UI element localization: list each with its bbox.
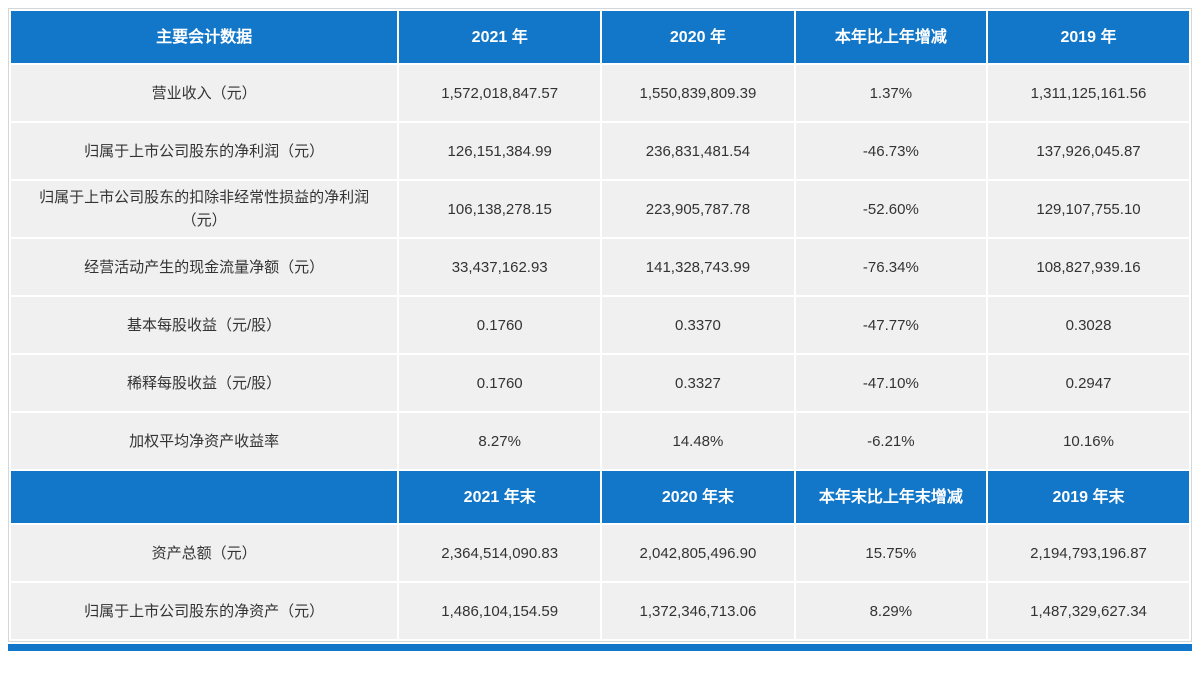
period-column-header: 2021 年 [397, 9, 603, 65]
year-end-data-section: 2021 年末 2020 年末 本年末比上年末增减 2019 年末 资产总额（元） 2,3… [8, 469, 1191, 641]
table-row: 营业收入（元） 1,572,018,847.57 1,550,839,809.39 1… [8, 63, 1191, 123]
value-cell: -76.34% [793, 237, 989, 297]
row-label-cell: 归属于上市公司股东的净利润（元） [8, 121, 400, 181]
value-cell: 15.75% [793, 523, 989, 583]
row-label-cell: 加权平均净资产收益率 [8, 411, 400, 471]
value-cell: 137,926,045.87 [986, 121, 1191, 181]
period-column-header: 2020 年末 [600, 469, 796, 525]
table-row: 基本每股收益（元/股） 0.1760 0.3370 -47.77% 0.3028 [8, 295, 1191, 355]
table-row: 经营活动产生的现金流量净额（元） 33,437,162.93 141,328,743… [8, 237, 1191, 297]
value-cell: 1,572,018,847.57 [397, 63, 603, 123]
value-cell: 1,372,346,713.06 [600, 581, 796, 641]
table-row: 加权平均净资产收益率 8.27% 14.48% -6.21% 10.16% [8, 411, 1191, 471]
table-row: 资产总额（元） 2,364,514,090.83 2,042,805,496.90 1… [8, 523, 1191, 583]
row-label-column-header [8, 469, 400, 525]
value-cell: 10.16% [986, 411, 1191, 471]
value-cell: 0.2947 [986, 353, 1191, 413]
row-label-cell: 经营活动产生的现金流量净额（元） [8, 237, 400, 297]
value-cell: 126,151,384.99 [397, 121, 603, 181]
annual-data-section: 主要会计数据 2021 年 2020 年本年比上年增减 2019 年营业收入（元） 1,… [8, 9, 1191, 471]
value-cell: 1,311,125,161.56 [986, 63, 1191, 123]
value-cell: -52.60% [793, 179, 989, 239]
key-accounting-data-table: 主要会计数据 2021 年 2020 年本年比上年增减 2019 年营业收入（元） 1,… [8, 9, 1191, 641]
period-column-header: 本年末比上年末增减 [793, 469, 989, 525]
table-row: 归属于上市公司股东的扣除非经常性损益的净利润（元） 106,138,278.15 2… [8, 179, 1191, 239]
value-cell: 2,194,793,196.87 [986, 523, 1191, 583]
value-cell: 1,486,104,154.59 [397, 581, 603, 641]
value-cell: 0.3370 [600, 295, 796, 355]
value-cell: 1.37% [793, 63, 989, 123]
value-cell: 1,550,839,809.39 [600, 63, 796, 123]
period-column-header: 2021 年末 [397, 469, 603, 525]
period-column-header: 2020 年 [600, 9, 796, 65]
header-row: 2021 年末 2020 年末 本年末比上年末增减 2019 年末 [8, 469, 1191, 525]
value-cell: 129,107,755.10 [986, 179, 1191, 239]
value-cell: 0.1760 [397, 295, 603, 355]
value-cell: 2,042,805,496.90 [600, 523, 796, 583]
period-column-header: 本年比上年增减 [793, 9, 989, 65]
row-label-cell: 稀释每股收益（元/股） [8, 353, 400, 413]
table-row: 归属于上市公司股东的净资产（元） 1,486,104,154.59 1,372,34… [8, 581, 1191, 641]
value-cell: 0.3028 [986, 295, 1191, 355]
value-cell: 108,827,939.16 [986, 237, 1191, 297]
value-cell: 106,138,278.15 [397, 179, 603, 239]
value-cell: 33,437,162.93 [397, 237, 603, 297]
value-cell: 141,328,743.99 [600, 237, 796, 297]
row-label-cell: 归属于上市公司股东的净资产（元） [8, 581, 400, 641]
value-cell: 14.48% [600, 411, 796, 471]
financial-summary-table-frame: 主要会计数据 2021 年 2020 年本年比上年增减 2019 年营业收入（元） 1,… [8, 8, 1192, 642]
row-label-cell: 营业收入（元） [8, 63, 400, 123]
bottom-accent-bar [8, 644, 1192, 651]
row-label-cell: 基本每股收益（元/股） [8, 295, 400, 355]
value-cell: 0.3327 [600, 353, 796, 413]
period-column-header: 2019 年 [986, 9, 1191, 65]
value-cell: -46.73% [793, 121, 989, 181]
value-cell: -47.10% [793, 353, 989, 413]
table-row: 稀释每股收益（元/股） 0.1760 0.3327 -47.10% 0.2947 [8, 353, 1191, 413]
value-cell: 236,831,481.54 [600, 121, 796, 181]
value-cell: 1,487,329,627.34 [986, 581, 1191, 641]
period-column-header: 2019 年末 [986, 469, 1191, 525]
row-label-cell: 资产总额（元） [8, 523, 400, 583]
value-cell: 2,364,514,090.83 [397, 523, 603, 583]
row-label-column-header: 主要会计数据 [8, 9, 400, 65]
value-cell: 8.27% [397, 411, 603, 471]
row-label-cell: 归属于上市公司股东的扣除非经常性损益的净利润（元） [8, 179, 400, 239]
header-row: 主要会计数据 2021 年 2020 年本年比上年增减 2019 年 [8, 9, 1191, 65]
table-row: 归属于上市公司股东的净利润（元） 126,151,384.99 236,831,48… [8, 121, 1191, 181]
value-cell: -6.21% [793, 411, 989, 471]
value-cell: 223,905,787.78 [600, 179, 796, 239]
value-cell: 0.1760 [397, 353, 603, 413]
value-cell: -47.77% [793, 295, 989, 355]
value-cell: 8.29% [793, 581, 989, 641]
